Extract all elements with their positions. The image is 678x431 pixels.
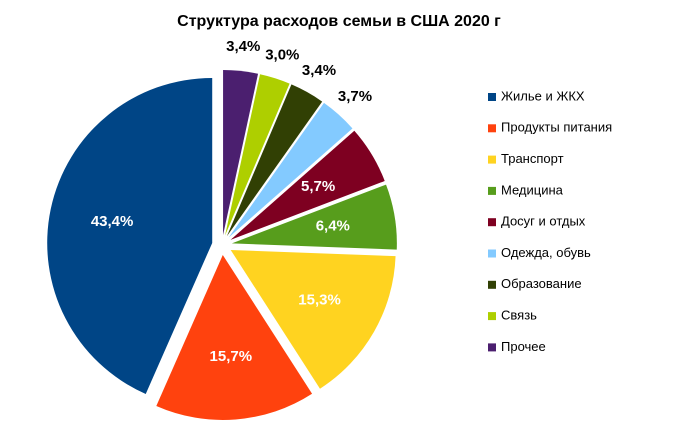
legend-swatch (488, 186, 496, 195)
data-label: 3,0% (265, 46, 299, 63)
pie-slice (47, 77, 213, 394)
data-label: 15,3% (298, 292, 341, 309)
legend-label: Транспорт (501, 151, 564, 166)
legend-swatch (488, 280, 496, 289)
legend-label: Прочее (501, 339, 546, 354)
legend-label: Связь (501, 308, 537, 323)
legend-swatch (488, 343, 496, 352)
data-label: 3,4% (226, 38, 260, 55)
legend-label: Досуг и отдых (501, 214, 586, 229)
data-label: 43,4% (91, 213, 134, 230)
legend-swatch (488, 218, 496, 227)
data-label: 6,4% (316, 218, 350, 235)
legend-swatch (488, 155, 496, 164)
pie-slice (228, 102, 353, 238)
legend-swatch (488, 124, 496, 133)
data-label: 15,7% (210, 348, 253, 365)
legend-label: Жилье и ЖКХ (501, 88, 585, 103)
legend-swatch (488, 312, 496, 321)
data-label: 5,7% (301, 178, 335, 195)
pie-slice (225, 74, 290, 236)
legend-swatch (488, 93, 496, 101)
pie-slice (230, 130, 385, 240)
legend-label: Образование (501, 276, 582, 291)
pie-slice (226, 84, 323, 237)
pie-slice (223, 70, 259, 236)
data-label: 3,4% (302, 62, 336, 79)
legend-label: Одежда, обувь (501, 245, 591, 260)
pie-slice (156, 254, 313, 420)
legend-label: Медицина (501, 182, 564, 197)
legend-swatch (488, 249, 496, 258)
pie-slice (231, 184, 397, 250)
legend-label: Продукты питания (501, 120, 612, 135)
chart-title: Структура расходов семьи в США 2020 г (177, 13, 501, 30)
data-label: 3,7% (338, 88, 372, 105)
pie-slice (230, 249, 396, 389)
